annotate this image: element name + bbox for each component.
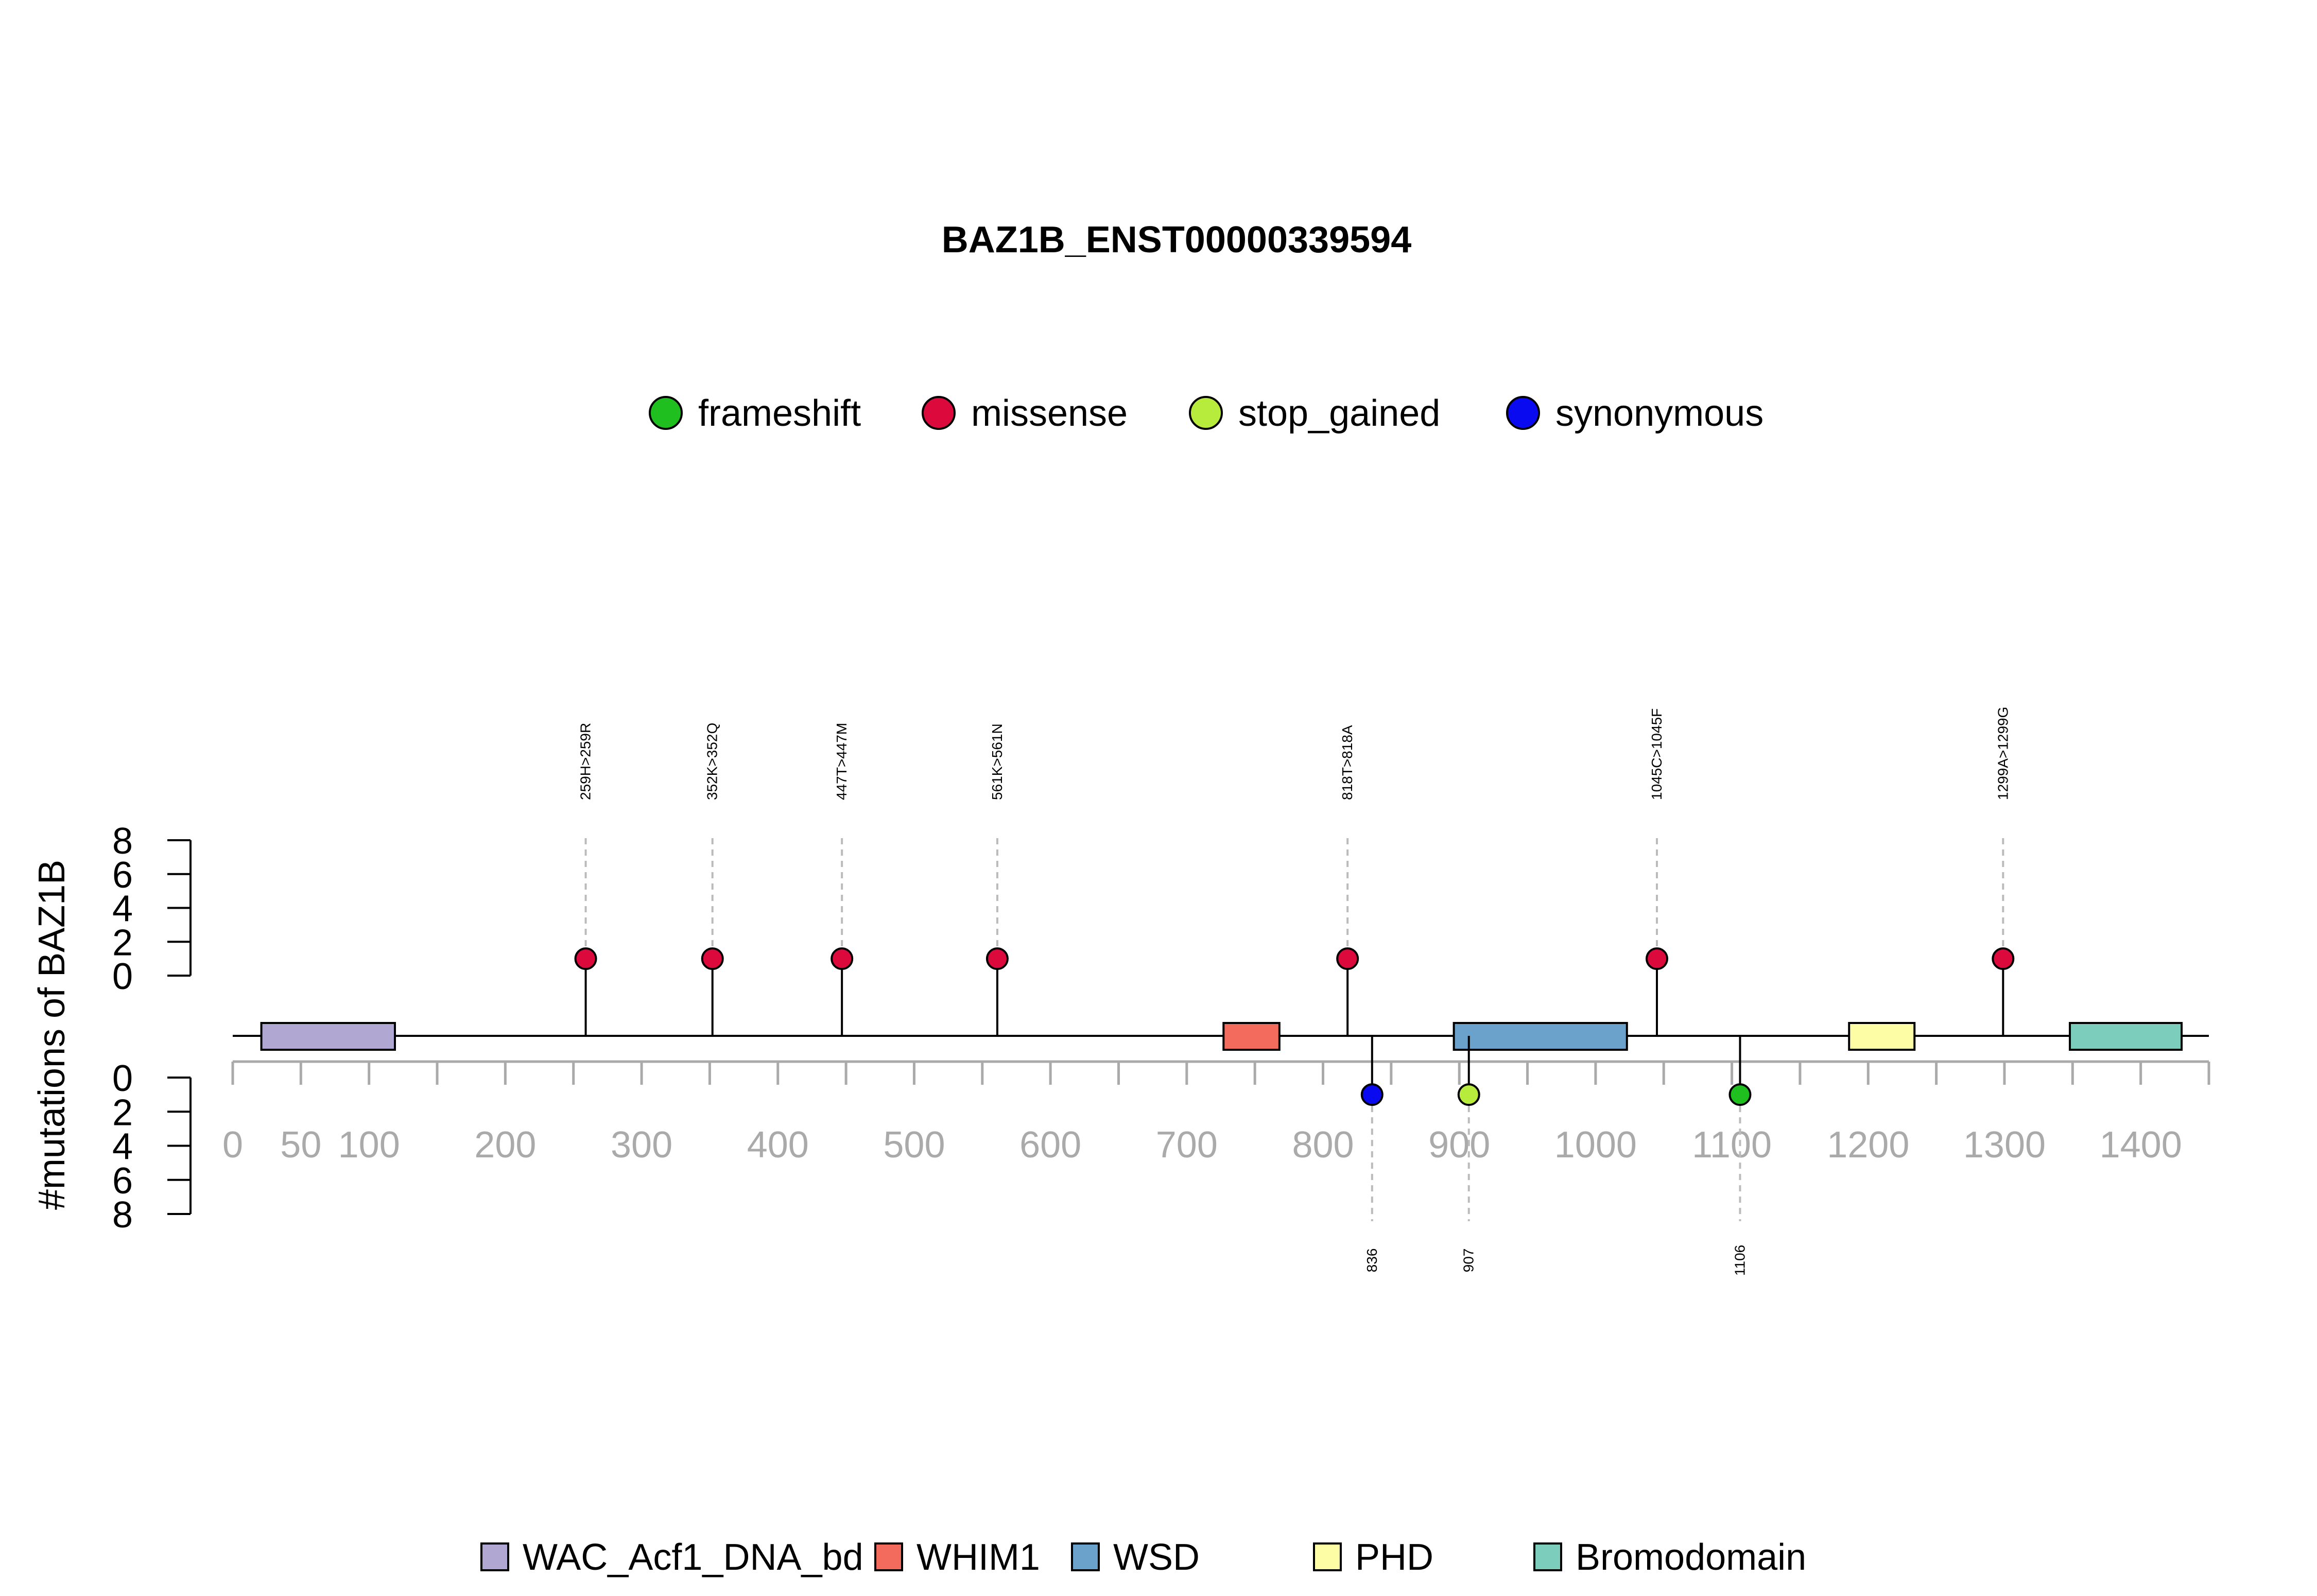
x-tick-label: 900 — [1428, 1124, 1490, 1166]
legend-label-frameshift: frameshift — [698, 393, 861, 434]
x-tick-label: 800 — [1292, 1124, 1354, 1166]
x-tick-label: 400 — [747, 1124, 809, 1166]
x-tick-label: 50 — [280, 1124, 321, 1166]
protein-domains — [260, 1022, 2183, 1051]
x-tick-label: 100 — [338, 1124, 400, 1166]
y-top-tick-label: 8 — [112, 821, 133, 862]
x-tick-label: 1000 — [1554, 1124, 1637, 1166]
domain-legend-item: WSD — [1071, 1537, 1200, 1578]
lollipop-head — [701, 947, 724, 970]
lollipop-head — [1728, 1083, 1752, 1106]
lollipop-bottom: 907 — [1457, 1036, 1480, 1273]
domain-legend-item: WAC_Acf1_DNA_bd — [480, 1537, 863, 1578]
mutation-label: 1045C>1045F — [1649, 708, 1665, 800]
lollipop-top: 1299A>1299G — [1992, 707, 2015, 1036]
y-bottom-tick-label: 2 — [112, 1092, 133, 1133]
lollipop-bottom: 836 — [1360, 1036, 1384, 1273]
x-tick-label: 1300 — [1963, 1124, 2046, 1166]
domain-legend-swatch — [1533, 1542, 1562, 1571]
mutation-label: 259H>259R — [578, 723, 594, 800]
lollipop-top: 259H>259R — [574, 723, 597, 1036]
mutation-label: 561K>561N — [989, 723, 1005, 800]
domain-legend-swatch — [480, 1542, 509, 1571]
lollipop-bottom: 1106 — [1728, 1036, 1752, 1276]
mutation-label: 818T>818A — [1339, 725, 1355, 800]
domain-legend-label: WSD — [1113, 1537, 1200, 1578]
y-bottom-tick-label: 4 — [112, 1126, 133, 1168]
x-tick-label: 1100 — [1692, 1124, 1772, 1166]
domain-legend: WAC_Acf1_DNA_bd WHIM1 WSD PHD Bromodomain — [480, 1537, 1806, 1578]
lollipop-top: 561K>561N — [985, 723, 1009, 1036]
legend-label-missense: missense — [971, 393, 1128, 434]
domain-Bromodomain — [2069, 1022, 2183, 1051]
legend-item-missense: missense — [922, 393, 1128, 434]
lollipop-head — [831, 947, 854, 970]
x-tick-label: 1200 — [1827, 1124, 1909, 1166]
legend-marker-stop_gained — [1189, 396, 1223, 430]
y-top-tick-label: 6 — [112, 855, 133, 896]
domain-WHIM1 — [1222, 1022, 1281, 1051]
y-bottom-tick-label: 0 — [112, 1058, 133, 1099]
x-tick-label: 1400 — [2100, 1124, 2182, 1166]
legend-label-stop_gained: stop_gained — [1238, 393, 1440, 434]
y-axis-label: #mutations of BAZ1B — [31, 860, 73, 1210]
legend-marker-synonymous — [1506, 396, 1540, 430]
mutation-label: 907 — [1461, 1248, 1477, 1273]
domain-legend-item: Bromodomain — [1533, 1537, 1806, 1578]
domain-legend-swatch — [874, 1542, 903, 1571]
lollipop-head — [1457, 1083, 1480, 1106]
mutation-label: 836 — [1364, 1248, 1380, 1273]
domain-legend-label: WAC_Acf1_DNA_bd — [523, 1537, 863, 1578]
x-tick-label: 200 — [474, 1124, 536, 1166]
x-tick-label: 600 — [1019, 1124, 1081, 1166]
domain-legend-item: PHD — [1313, 1537, 1433, 1578]
y-top-tick-label: 2 — [112, 922, 133, 963]
legend-item-synonymous: synonymous — [1506, 393, 1763, 434]
chart-title: BAZ1B_ENST00000339594 — [942, 219, 1412, 261]
mutation-label: 352K>352Q — [704, 723, 720, 800]
mutation-lollipops: 259H>259R 352K>352Q 447T>447M 561K>561N 818T… — [574, 707, 2015, 1276]
legend-marker-frameshift — [649, 396, 683, 430]
x-axis: 0 50 100 200 300 400 500 600 700 800 900 1000 1100 12… — [222, 1060, 2210, 1166]
lollipop-top: 818T>818A — [1336, 725, 1359, 1036]
domain-legend-item: WHIM1 — [874, 1537, 1040, 1578]
x-tick-label: 300 — [611, 1124, 672, 1166]
x-tick-label: 500 — [883, 1124, 945, 1166]
domain-WAC_Acf1_DNA_bd — [260, 1022, 396, 1051]
x-tick-label: 0 — [222, 1124, 243, 1166]
domain-PHD — [1848, 1022, 1916, 1051]
mutation-label: 1106 — [1732, 1245, 1748, 1276]
y-top-tick-label: 4 — [112, 889, 133, 930]
lollipop-head — [1992, 947, 2015, 970]
lollipop-head — [1336, 947, 1359, 970]
domain-WSD — [1453, 1022, 1628, 1051]
lollipop-top: 1045C>1045F — [1646, 708, 1669, 1036]
y-bottom-tick-label: 8 — [112, 1194, 133, 1236]
mutation-type-legend: frameshift missense stop_gained synonymous — [649, 393, 1763, 434]
x-tick-label: 700 — [1156, 1124, 1218, 1166]
domain-legend-label: WHIM1 — [917, 1537, 1040, 1578]
y-bottom-tick-label: 6 — [112, 1160, 133, 1202]
lollipop-top: 352K>352Q — [701, 723, 724, 1036]
mutation-label: 1299A>1299G — [1995, 707, 2011, 800]
legend-item-stop_gained: stop_gained — [1189, 393, 1440, 434]
domain-legend-swatch — [1313, 1542, 1342, 1571]
mutation-label: 447T>447M — [834, 723, 850, 800]
lollipop-head — [1646, 947, 1669, 970]
lollipop-head — [985, 947, 1009, 970]
legend-label-synonymous: synonymous — [1555, 393, 1763, 434]
lollipop-head — [574, 947, 597, 970]
lollipop-head — [1360, 1083, 1384, 1106]
y-top-tick-label: 0 — [112, 956, 133, 997]
lollipop-top: 447T>447M — [831, 723, 854, 1036]
legend-marker-missense — [922, 396, 956, 430]
domain-legend-swatch — [1071, 1542, 1100, 1571]
legend-item-frameshift: frameshift — [649, 393, 861, 434]
domain-legend-label: Bromodomain — [1576, 1537, 1806, 1578]
domain-legend-label: PHD — [1355, 1537, 1433, 1578]
